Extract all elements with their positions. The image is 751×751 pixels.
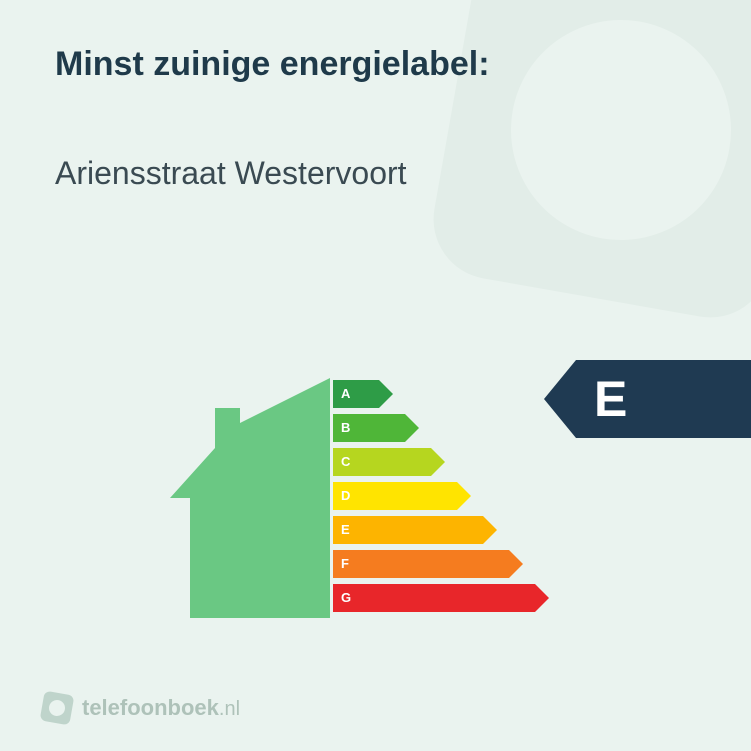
footer-brand: telefoonboek.nl [42, 693, 240, 723]
brand-name: telefoonboek [82, 695, 219, 720]
house-icon [160, 378, 330, 618]
rating-indicator: E [544, 360, 751, 438]
brand-text: telefoonboek.nl [82, 695, 240, 721]
energy-bar-d: D [333, 482, 549, 510]
page-title: Minst zuinige energielabel: [55, 45, 490, 84]
brand-tld: .nl [219, 698, 240, 720]
energy-bar-g: G [333, 584, 549, 612]
energy-bar-c: C [333, 448, 549, 476]
energy-bar-b: B [333, 414, 549, 442]
brand-icon [40, 691, 75, 726]
indicator-arrow [544, 360, 576, 438]
energy-bar-e: E [333, 516, 549, 544]
energy-bars: ABCDEFG [333, 380, 549, 618]
indicator-body: E [576, 360, 751, 438]
page-subtitle: Ariensstraat Westervoort [55, 155, 407, 192]
energy-bar-f: F [333, 550, 549, 578]
indicator-label: E [594, 370, 627, 428]
energy-bar-a: A [333, 380, 549, 408]
energy-chart: ABCDEFG [160, 350, 600, 630]
